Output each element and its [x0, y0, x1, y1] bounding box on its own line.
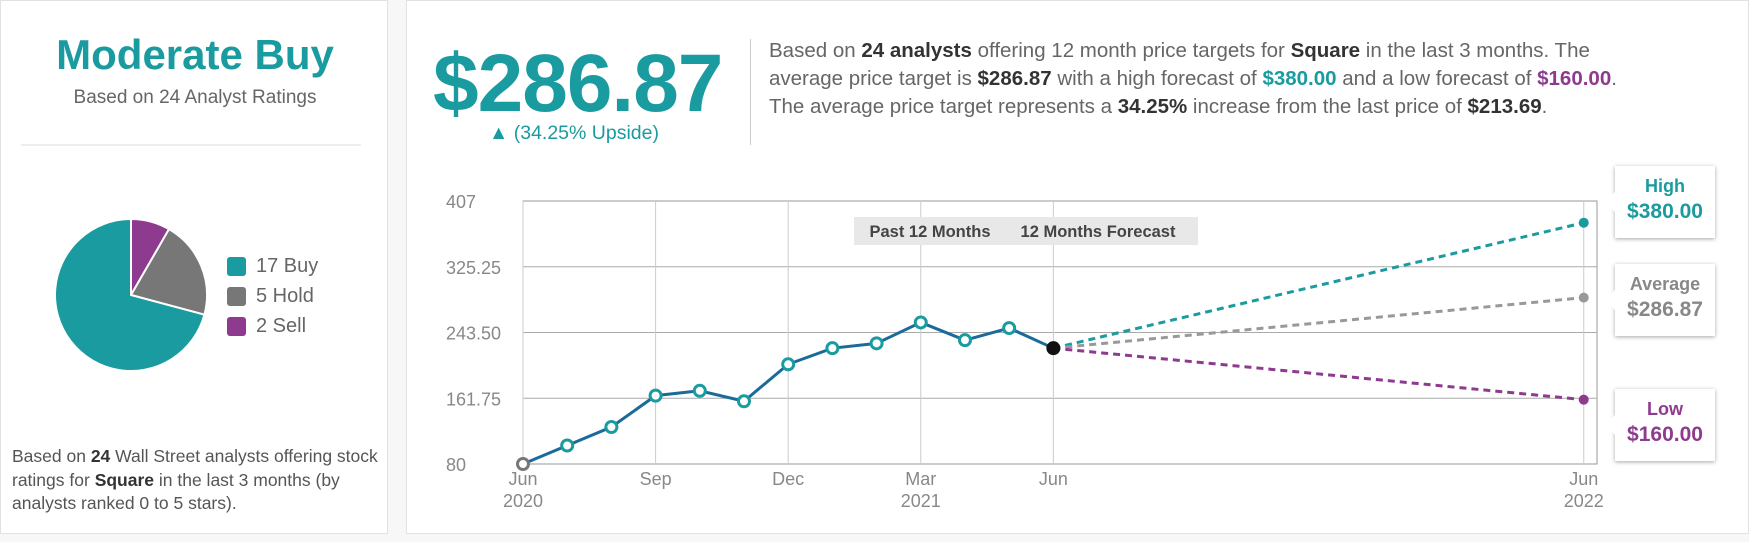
price-history-point	[648, 388, 663, 403]
forecast-point-average	[1578, 292, 1589, 303]
summary-text: Based on	[769, 39, 862, 62]
legend-swatch-buy	[227, 256, 246, 276]
price-history-point	[736, 394, 751, 409]
price-history-point	[825, 341, 840, 356]
average-callout: Average $286.87	[1605, 264, 1715, 336]
x-tick-year-label: 2021	[901, 491, 941, 511]
consensus-panel: Moderate Buy Based on 24 Analyst Ratings…	[0, 0, 388, 534]
high-callout-value: $380.00	[1627, 200, 1703, 223]
x-tick-year-label: 2022	[1564, 491, 1604, 511]
y-tick-label: 243.50	[446, 324, 501, 344]
past-period-label: Past 12 Months	[869, 223, 990, 241]
price-history-point	[516, 457, 530, 471]
note-text: Wall Street analysts offering stock rati…	[12, 446, 378, 490]
legend-label-buy: 17 Buy	[256, 254, 319, 277]
price-history-point	[957, 333, 972, 348]
divider	[21, 144, 361, 146]
forecast-period-label: 12 Months Forecast	[1021, 223, 1176, 241]
x-tick-label: Jun	[1569, 469, 1598, 489]
average-callout-label: Average	[1629, 274, 1701, 294]
legend-item-hold: 5 Hold	[227, 281, 318, 311]
summary-text: increase from the last price of	[1187, 95, 1468, 118]
note-text: in the last 3 months (by analysts ranked…	[12, 469, 340, 514]
average-price-target: $286.87	[433, 38, 723, 129]
average-callout-value: $286.87	[1627, 298, 1703, 321]
summary-text: .	[1541, 95, 1548, 118]
summary-text: in the last 3 months. The average price …	[769, 39, 1590, 90]
x-tick-label: Mar	[905, 469, 936, 489]
high-callout-label: High	[1645, 176, 1685, 196]
summary-text: and a low forecast of	[1336, 67, 1538, 90]
summary-company: Square	[1290, 39, 1361, 62]
current-price-point	[1046, 341, 1061, 356]
summary-analysts: 24 analysts	[861, 39, 972, 62]
pie-slice-buy	[54, 217, 206, 372]
summary-high: $380.00	[1262, 67, 1337, 90]
upside-text: (34.25% Upside)	[508, 122, 659, 144]
period-label-background	[854, 217, 1198, 245]
x-tick-year-label: 2020	[503, 491, 543, 511]
price-history-point	[1002, 321, 1017, 336]
summary-average: $286.87	[977, 67, 1052, 90]
summary-last-price: $213.69	[1467, 95, 1542, 118]
forecast-line-average	[1053, 296, 1584, 350]
up-arrow-icon: ▲	[489, 122, 509, 144]
x-tick-label: Jun	[1039, 469, 1068, 489]
pie-slice-hold	[129, 227, 208, 316]
forecast-point-high	[1578, 217, 1589, 228]
x-tick-label: Dec	[772, 469, 804, 489]
note-analyst-count: 24	[90, 446, 111, 466]
price-history-point	[604, 420, 619, 435]
ratings-note: Based on 24 Wall Street analysts offerin…	[12, 445, 382, 516]
legend-swatch-hold	[227, 286, 246, 306]
legend-item-buy: 17 Buy	[227, 251, 318, 281]
summary-percent: 34.25%	[1117, 95, 1188, 118]
legend-label-hold: 5 Hold	[256, 284, 314, 307]
price-history-point	[781, 357, 796, 372]
vertical-divider	[750, 39, 751, 145]
summary-text: . The average price target represents a	[769, 67, 1617, 118]
y-tick-label: 161.75	[446, 389, 501, 409]
x-tick-label: Jun	[508, 469, 537, 489]
ratings-pie-chart	[54, 217, 208, 372]
y-tick-label: 407	[446, 192, 476, 212]
price-target-summary: Based on 24 analysts offering 12 month p…	[769, 37, 1649, 121]
y-tick-label: 80	[446, 455, 466, 475]
legend-label-sell: 2 Sell	[256, 314, 307, 337]
forecast-line-low	[1053, 346, 1584, 402]
low-callout-label: Low	[1647, 399, 1683, 419]
note-text: Based on	[12, 446, 91, 466]
price-history-point	[560, 438, 575, 453]
summary-text: offering 12 month price targets for	[971, 39, 1291, 62]
note-company: Square	[94, 469, 155, 490]
summary-text: with a high forecast of	[1051, 67, 1263, 90]
x-tick-label: Sep	[640, 469, 672, 489]
high-callout: High $380.00	[1605, 166, 1715, 238]
pie-legend: 17 Buy 5 Hold 2 Sell	[227, 251, 318, 341]
low-callout-value: $160.00	[1627, 423, 1703, 446]
forecast-point-low	[1578, 394, 1589, 405]
legend-item-sell: 2 Sell	[227, 311, 318, 341]
y-tick-label: 325.25	[446, 258, 501, 278]
legend-swatch-sell	[227, 316, 246, 336]
upside-indicator: ▲ (34.25% Upside)	[489, 122, 659, 145]
consensus-subtitle: Based on 24 Analyst Ratings	[73, 87, 317, 108]
price-history-point	[692, 383, 707, 398]
summary-low: $160.00	[1537, 67, 1612, 90]
low-callout: Low $160.00	[1605, 389, 1715, 461]
price-history-point	[869, 336, 884, 351]
consensus-rating: Moderate Buy	[56, 31, 334, 78]
price-history-point	[913, 315, 928, 330]
forecast-line-high	[1053, 221, 1585, 350]
